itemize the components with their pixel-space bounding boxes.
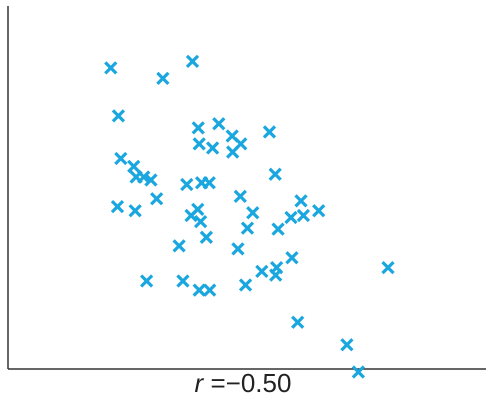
data-point-5 — [212, 117, 226, 131]
data-point-46 — [203, 283, 217, 297]
data-point-33 — [312, 204, 326, 218]
data-point-25 — [150, 192, 164, 206]
data-point-35 — [271, 222, 285, 236]
data-point-6 — [191, 121, 205, 135]
data-point-11 — [205, 141, 220, 155]
correlation-annotation: r =−0.50 — [0, 368, 486, 399]
data-point-2 — [156, 71, 170, 86]
correlation-variable: r — [194, 368, 204, 398]
data-point-10 — [192, 137, 206, 151]
data-point-40 — [381, 261, 395, 275]
correlation-equals: = — [210, 368, 226, 398]
data-point-4 — [111, 109, 126, 123]
data-point-48 — [291, 315, 305, 329]
data-point-30 — [194, 214, 208, 229]
data-point-32 — [296, 208, 311, 223]
data-point-27 — [246, 206, 260, 220]
data-point-20 — [202, 176, 216, 190]
data-point-31 — [284, 210, 298, 225]
data-point-1 — [104, 61, 118, 75]
data-point-47 — [238, 278, 253, 292]
data-point-44 — [176, 274, 190, 288]
data-point-36 — [199, 230, 214, 244]
data-point-18 — [180, 177, 194, 192]
data-point-14 — [127, 159, 141, 174]
data-point-38 — [231, 242, 245, 256]
data-point-12 — [226, 145, 240, 159]
data-point-41 — [255, 264, 269, 279]
data-point-37 — [172, 239, 186, 253]
data-point-24 — [128, 204, 142, 218]
data-point-3 — [185, 54, 200, 68]
scatter-points — [104, 54, 395, 379]
correlation-value: −0.50 — [225, 368, 292, 398]
data-point-51 — [269, 268, 283, 282]
data-point-17 — [144, 173, 158, 187]
data-point-45 — [192, 283, 206, 297]
data-point-16 — [129, 170, 143, 184]
data-point-39 — [285, 251, 299, 265]
data-point-29 — [191, 202, 205, 216]
data-point-13 — [114, 151, 128, 166]
data-point-22 — [294, 194, 308, 208]
data-point-9 — [262, 125, 277, 139]
data-point-43 — [139, 274, 154, 288]
data-point-50 — [351, 365, 366, 379]
data-point-21 — [268, 167, 282, 181]
data-point-49 — [340, 338, 354, 352]
data-point-23 — [110, 199, 125, 214]
data-point-26 — [233, 189, 247, 204]
data-point-34 — [240, 221, 255, 235]
